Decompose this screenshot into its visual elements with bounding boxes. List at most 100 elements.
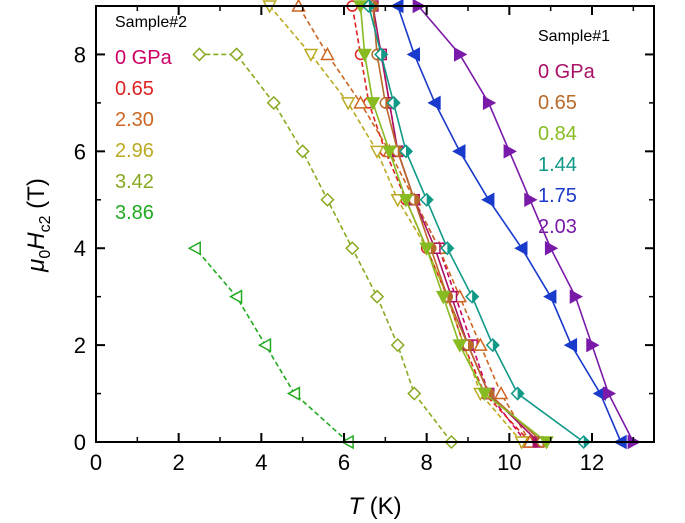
y-tick-label: 2 [74,333,86,358]
data-point-marker [452,144,466,159]
legend-entry: 1.75 [538,185,577,207]
data-point-marker [390,338,405,353]
x-tick-label: 0 [90,450,102,475]
data-point-marker-fill [393,96,400,109]
data-point-marker-fill [447,242,454,255]
data-point-marker-fill [492,339,499,352]
legend-entry: 0.65 [115,78,154,100]
series-sample2-3.86 [187,240,354,450]
series-sample1-2.03 [412,0,641,450]
data-point-marker [406,47,421,62]
data-point-marker [320,192,335,207]
legend-sample2: Sample#2 0 GPa 0.65 2.30 2.96 3.42 3.86 [115,14,187,224]
data-point-marker [569,289,584,304]
legend-title: Sample#2 [115,14,187,31]
data-point-marker [453,47,468,62]
data-point-marker [229,47,244,62]
data-point-marker [563,337,578,353]
data-point-marker [452,339,467,353]
legend-entry: 2.96 [115,140,154,162]
x-tick-label: 6 [338,450,350,475]
series-line [199,53,453,443]
data-point-marker [524,192,538,208]
data-point-marker [544,240,559,256]
data-point-marker [398,194,414,208]
series-line [268,5,523,443]
x-tick-label: 10 [497,450,521,475]
series-line [194,247,349,443]
data-point-marker [427,95,441,111]
series-sample2-3.42 [192,47,459,450]
data-point-marker [266,95,281,110]
data-point-marker-fill [468,340,473,351]
data-point-marker [503,144,517,159]
data-point-marker [369,145,385,159]
data-point-marker [482,95,497,111]
series-line [417,5,635,443]
data-point-marker [365,97,381,111]
data-point-marker-fill [414,194,420,205]
data-point-marker-fill [426,193,433,206]
series-line [359,5,548,443]
x-tick-label: 2 [173,450,185,475]
series-line [351,5,531,443]
data-point-marker [257,337,272,353]
data-point-marker [192,47,207,62]
series-sample2-2.96 [262,0,529,450]
series-sample1-0-gpa [367,0,545,448]
data-point-marker [435,290,451,305]
legend-entry: 3.86 [115,202,154,224]
legend-entry: 1.44 [538,154,577,176]
data-point-marker [477,387,492,402]
legend-entry: 2.30 [115,109,154,131]
series-line [396,5,622,443]
y-tick-label: 8 [74,42,86,67]
data-point-marker [514,240,528,256]
series-line [372,5,543,443]
plot-frame [95,5,655,443]
data-point-marker [493,385,509,400]
legend-sample1: Sample#1 0 GPa 0.65 0.84 1.44 1.75 2.03 [538,28,610,238]
legend-entry: 3.42 [115,171,154,193]
data-point-marker [543,289,557,304]
data-point-marker [473,337,488,351]
y-tick-label: 0 [74,430,86,455]
legend-entry: 0 GPa [115,47,173,69]
data-point-marker [586,337,600,353]
data-point-marker [407,386,422,401]
data-point-marker [370,289,385,304]
series-line [372,5,539,443]
series-sample1-1.75 [390,0,627,450]
data-point-marker [481,192,495,208]
data-point-marker [382,145,397,159]
data-point-marker [286,386,301,401]
series-sample2-0.65 [346,0,536,448]
legends: Sample#20 GPa0.652.302.963.423.86Sample#… [115,14,610,238]
data-point-marker [228,289,243,304]
series-sample1-0.84 [353,0,554,450]
data-point-marker-fill [472,290,479,303]
data-point-marker [303,48,319,63]
legend-entry: 2.03 [538,216,577,238]
x-tick-label: 8 [421,450,433,475]
x-tick-label: 12 [580,450,604,475]
data-point-marker [353,95,368,109]
x-tick-label: 4 [255,450,267,475]
axis-ticks: 0 2 4 6 8 10 12 0 2 4 6 8 [74,6,654,475]
data-point-marker-fill [406,145,412,158]
data-point-marker [357,48,372,63]
series-sample1-1.44 [361,0,591,450]
legend-entry: 0.65 [538,92,577,114]
data-point-marker [345,241,360,256]
legend-entry: 0 GPa [538,61,596,83]
data-point-marker [187,240,201,256]
data-point-marker [602,386,617,401]
y-tick-label: 4 [74,236,86,261]
legend-title: Sample#1 [538,28,610,45]
data-point-marker [295,144,310,159]
y-axis-label: μ0Hc2 (T) [23,178,54,273]
data-point-marker-fill [381,48,388,61]
legend-entry: 0.84 [538,123,577,145]
data-point-marker [340,97,356,111]
